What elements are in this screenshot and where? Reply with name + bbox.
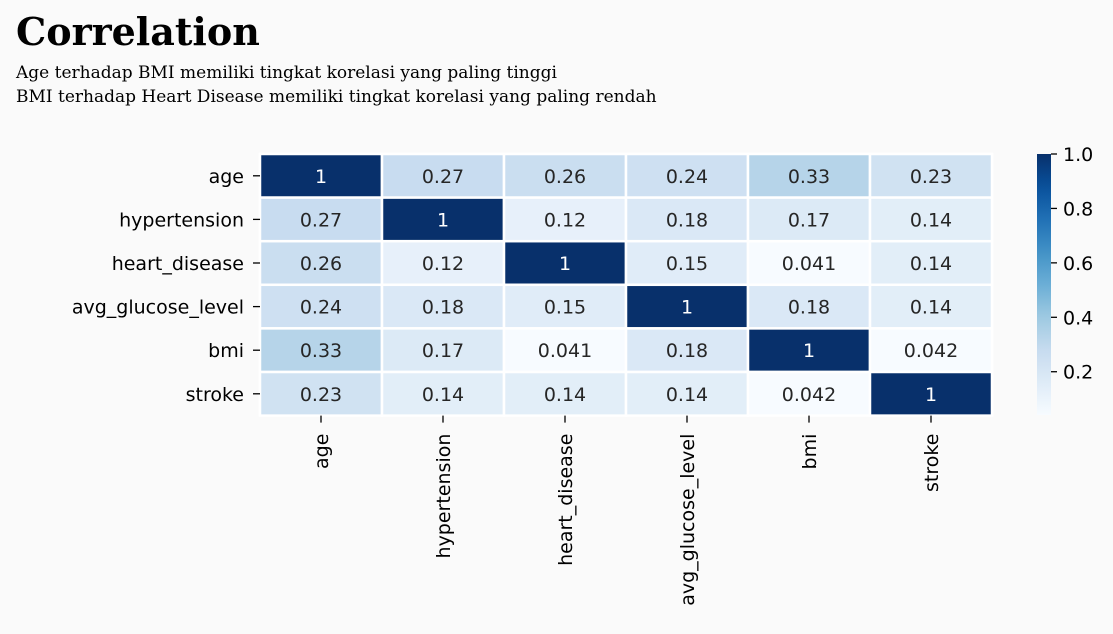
cell-annotation-4-5: 0.042 (904, 340, 958, 362)
cell-annotation-3-5: 0.14 (910, 297, 952, 319)
page-title: Correlation (16, 9, 260, 54)
cell-annotation-4-1: 0.17 (422, 340, 464, 362)
heatmap-cell-5-1 (380, 370, 506, 417)
heatmap-cell-4-1 (380, 327, 506, 374)
cell-annotation-2-3: 0.15 (666, 253, 708, 275)
heatmap-cell-5-5 (868, 370, 994, 417)
x-tick-label-0: age (311, 434, 333, 469)
cell-annotation-2-0: 0.26 (300, 253, 342, 275)
cell-annotation-1-2: 0.12 (544, 209, 586, 231)
cell-annotation-3-1: 0.18 (422, 297, 464, 319)
heatmap-cell-5-3 (624, 370, 750, 417)
y-tick-label-2: heart_disease (112, 253, 244, 275)
cell-annotation-1-3: 0.18 (666, 209, 708, 231)
heatmap-cell-0-2 (502, 152, 628, 199)
cell-annotation-5-2: 0.14 (544, 384, 586, 406)
cell-annotation-0-5: 0.23 (910, 166, 952, 188)
cell-annotation-2-2: 1 (559, 253, 571, 275)
cell-annotation-3-4: 0.18 (788, 297, 830, 319)
heatmap-cell-3-4 (746, 283, 872, 330)
cell-annotation-5-1: 0.14 (422, 384, 464, 406)
cell-annotation-5-4: 0.042 (782, 384, 836, 406)
colorbar-tick-label-1: 0.4 (1063, 307, 1093, 329)
cell-annotation-2-1: 0.12 (422, 253, 464, 275)
x-tick-label-2: heart_disease (555, 434, 577, 566)
cell-annotation-4-4: 1 (803, 340, 815, 362)
cell-annotation-0-2: 0.26 (544, 166, 586, 188)
subtitle-line-2: BMI terhadap Heart Disease memiliki ting… (16, 87, 657, 107)
cell-annotation-4-3: 0.18 (666, 340, 708, 362)
cell-annotation-5-5: 1 (925, 384, 937, 406)
heatmap-cell-3-1 (380, 283, 506, 330)
colorbar-tick-label-2: 0.6 (1063, 253, 1093, 275)
x-tick-label-1: hypertension (433, 434, 455, 559)
cell-annotation-5-3: 0.14 (666, 384, 708, 406)
subtitle-line-1: Age terhadap BMI memiliki tingkat korela… (16, 63, 557, 83)
heatmap-cell-0-5 (868, 152, 994, 199)
cell-annotation-2-5: 0.14 (910, 253, 952, 275)
x-tick-label-3: avg_glucose_level (677, 434, 699, 606)
cell-annotation-0-0: 1 (315, 166, 327, 188)
y-tick-label-3: avg_glucose_level (72, 297, 244, 319)
cell-annotation-2-4: 0.041 (782, 253, 836, 275)
cell-annotation-4-2: 0.041 (538, 340, 592, 362)
cell-annotation-0-3: 0.24 (666, 166, 708, 188)
colorbar-tick-label-0: 0.2 (1063, 362, 1093, 384)
heatmap-cell-2-3 (624, 239, 750, 287)
heatmap-cell-0-4 (746, 152, 872, 199)
y-tick-label-4: bmi (208, 340, 244, 362)
x-tick-label-4: bmi (799, 434, 821, 470)
heatmap-cell-5-4 (746, 370, 872, 417)
cell-annotation-3-3: 1 (681, 297, 693, 319)
colorbar-tick-label-3: 0.8 (1063, 198, 1093, 220)
colorbar-tick-label-4: 1.0 (1063, 144, 1093, 166)
heatmap-cell-3-3 (624, 283, 750, 330)
y-tick-label-1: hypertension (119, 209, 244, 231)
cell-annotation-1-4: 0.17 (788, 209, 830, 231)
cell-annotation-0-4: 0.33 (788, 166, 830, 188)
heatmap-cell-0-1 (380, 152, 506, 199)
heatmap-cell-4-5 (868, 327, 994, 374)
heatmap-cell-3-5 (868, 283, 994, 330)
heatmap-cell-3-2 (502, 283, 628, 330)
y-tick-label-0: age (209, 166, 244, 188)
x-tick-label-5: stroke (921, 434, 943, 492)
cell-annotation-3-2: 0.15 (544, 297, 586, 319)
heatmap-cell-2-1 (380, 239, 506, 287)
heatmap-cell-4-4 (746, 327, 872, 374)
cell-annotation-3-0: 0.24 (300, 297, 342, 319)
heatmap-cell-2-0 (258, 239, 384, 287)
cell-annotation-1-5: 0.14 (910, 209, 952, 231)
cell-annotation-1-0: 0.27 (300, 209, 342, 231)
cell-annotation-5-0: 0.23 (300, 384, 342, 406)
cell-annotation-0-1: 0.27 (422, 166, 464, 188)
cell-annotation-1-1: 1 (437, 209, 449, 231)
y-tick-label-5: stroke (186, 384, 244, 406)
colorbar (1037, 154, 1051, 415)
cell-annotation-4-0: 0.33 (300, 340, 342, 362)
